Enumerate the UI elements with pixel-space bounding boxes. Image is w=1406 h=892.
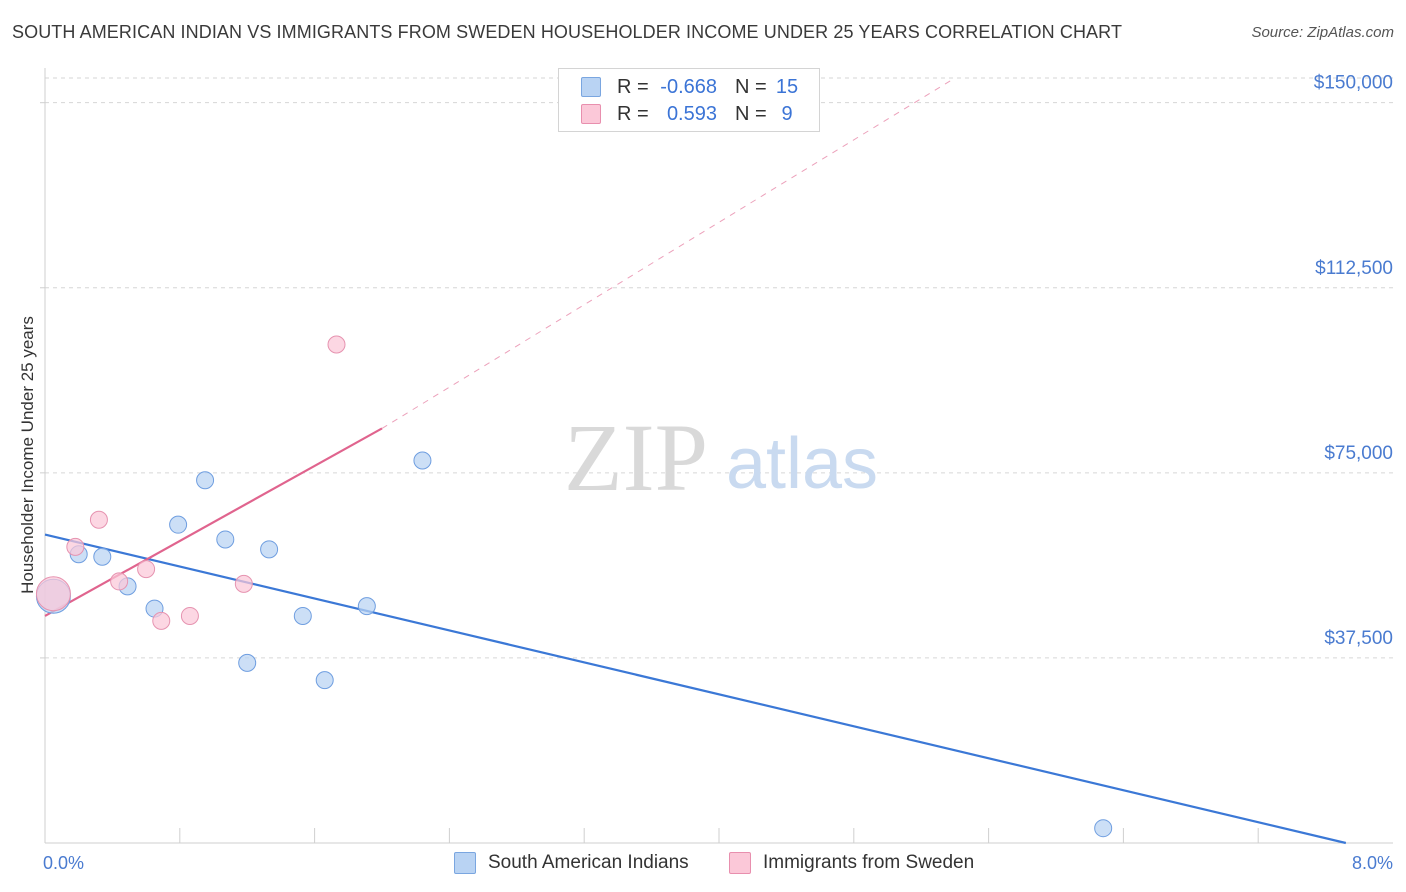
watermark: ZIP atlas xyxy=(564,404,878,511)
legend-r-label: R = xyxy=(617,75,649,98)
immigrants-from-sweden-point xyxy=(137,560,156,579)
south-american-indians-point xyxy=(357,597,376,616)
immigrants-from-sweden-point xyxy=(35,576,71,612)
trend-line-extension xyxy=(381,77,956,429)
watermark-zip: ZIP xyxy=(564,404,708,511)
south-american-indians-point xyxy=(293,606,312,625)
bottom-legend-south-american-indians[interactable]: South American Indians xyxy=(454,852,689,874)
y-tick-label: $75,000 xyxy=(1324,443,1393,464)
south-american-indians-point xyxy=(216,530,235,549)
bottom-legend-immigrants-from-sweden[interactable]: Immigrants from Sweden xyxy=(729,852,974,874)
trend-lines xyxy=(44,77,1347,845)
y-tick-label: $112,500 xyxy=(1315,258,1393,279)
immigrants-from-sweden-point xyxy=(152,611,171,630)
legend-n-value: 15 xyxy=(775,75,799,98)
south-american-indians-point xyxy=(169,515,188,534)
chart-title: SOUTH AMERICAN INDIAN VS IMMIGRANTS FROM… xyxy=(12,22,1123,42)
x-tick-label: 8.0% xyxy=(1352,853,1393,873)
axes xyxy=(40,68,1393,844)
legend-r-label: R = xyxy=(617,102,649,125)
data-points xyxy=(35,335,1113,838)
legend-r-value: 0.593 xyxy=(666,102,717,125)
legend-swatch-blue xyxy=(454,852,476,874)
immigrants-from-sweden-point xyxy=(234,574,253,593)
immigrants-from-sweden-point xyxy=(327,335,346,354)
legend-n-value: 9 xyxy=(781,102,793,125)
south-american-indians-point xyxy=(196,471,215,490)
south-american-indians-point xyxy=(260,540,279,559)
legend-label: Immigrants from Sweden xyxy=(763,852,975,873)
south-american-indians-point xyxy=(1094,819,1113,838)
legend-swatch-pink xyxy=(581,104,601,124)
y-tick-label: $150,000 xyxy=(1314,73,1393,94)
legend-r-value: -0.668 xyxy=(660,75,717,98)
south-american-indians-point xyxy=(93,547,112,566)
legend-row-south-american-indians: R = -0.668 N = 15 xyxy=(581,75,801,99)
tick-labels: $150,000 $112,500 $75,000 $37,500 0.0% 8.0% xyxy=(43,73,1393,873)
immigrants-from-sweden-point xyxy=(89,510,108,529)
immigrants-from-sweden-point xyxy=(66,537,85,556)
legend-swatch-blue xyxy=(581,77,601,97)
legend-n-label: N = xyxy=(735,102,767,125)
trend-line-south-american-indians xyxy=(44,533,1347,845)
legend-n-label: N = xyxy=(735,75,767,98)
immigrants-from-sweden-point xyxy=(180,606,199,625)
legend-row-immigrants-from-sweden: R = 0.593 N = 9 xyxy=(581,102,801,126)
y-tick-label: $37,500 xyxy=(1324,628,1393,649)
correlation-legend: R = -0.668 N = 15 R = 0.593 N = 9 xyxy=(558,68,820,132)
south-american-indians-point xyxy=(315,671,334,690)
legend-label: South American Indians xyxy=(488,852,689,873)
immigrants-from-sweden-point xyxy=(110,572,129,591)
grid-lines xyxy=(45,77,1393,659)
south-american-indians-point xyxy=(238,653,257,672)
x-tick-label: 0.0% xyxy=(43,853,84,873)
trend-line-immigrants-from-sweden xyxy=(44,427,383,617)
watermark-atlas: atlas xyxy=(726,424,878,504)
legend-swatch-pink xyxy=(729,852,751,874)
south-american-indians-point xyxy=(413,451,432,470)
source-label: Source: ZipAtlas.com xyxy=(1251,24,1394,41)
